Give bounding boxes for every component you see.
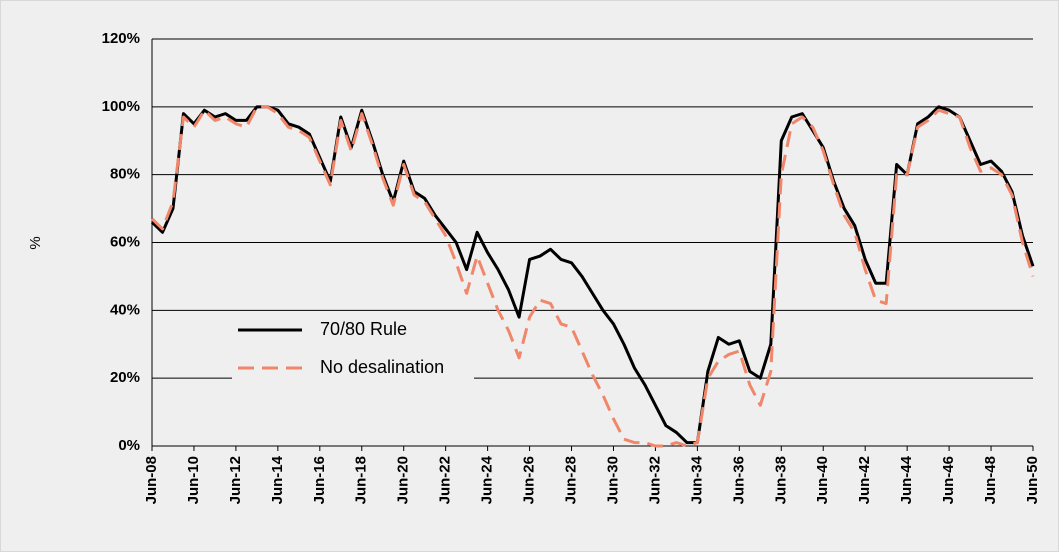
x-tick-label: Jun-24 bbox=[479, 455, 496, 504]
y-tick-label: 100% bbox=[102, 98, 140, 115]
x-tick-label: Jun-12 bbox=[227, 456, 244, 504]
x-tick-label: Jun-34 bbox=[688, 455, 705, 504]
x-tick-label: Jun-18 bbox=[353, 456, 370, 504]
y-tick-label: 20% bbox=[110, 369, 140, 386]
x-tick-label: Jun-08 bbox=[143, 456, 160, 504]
x-tick-label: Jun-50 bbox=[1024, 456, 1041, 504]
x-tick-label: Jun-28 bbox=[562, 456, 579, 504]
legend-label: 70/80 Rule bbox=[320, 319, 407, 339]
x-tick-label: Jun-46 bbox=[940, 456, 957, 504]
x-tick-label: Jun-14 bbox=[269, 455, 286, 504]
y-tick-label: 120% bbox=[102, 30, 140, 47]
x-tick-label: Jun-32 bbox=[646, 456, 663, 504]
y-tick-label: 60% bbox=[110, 233, 140, 250]
x-tick-label: Jun-40 bbox=[814, 456, 831, 504]
series-line bbox=[150, 105, 1035, 445]
x-tick-label: Jun-16 bbox=[311, 456, 328, 504]
series-line bbox=[150, 105, 1035, 448]
x-tick-label: Jun-44 bbox=[898, 455, 915, 504]
x-tick-label: Jun-48 bbox=[982, 456, 999, 504]
y-tick-label: 0% bbox=[118, 437, 140, 454]
x-tick-label: Jun-38 bbox=[772, 456, 789, 504]
legend-box bbox=[232, 312, 474, 388]
x-tick-label: Jun-22 bbox=[437, 456, 454, 504]
x-tick-label: Jun-30 bbox=[604, 456, 621, 504]
y-tick-label: 80% bbox=[110, 166, 140, 183]
x-tick-label: Jun-20 bbox=[395, 456, 412, 504]
x-tick-label: Jun-26 bbox=[521, 456, 538, 504]
y-tick-label: 40% bbox=[110, 301, 140, 318]
x-tick-label: Jun-36 bbox=[730, 456, 747, 504]
x-tick-label: Jun-10 bbox=[185, 456, 202, 504]
x-tick-label: Jun-42 bbox=[856, 456, 873, 504]
y-axis-label: % bbox=[27, 236, 44, 249]
legend-label: No desalination bbox=[320, 357, 444, 377]
